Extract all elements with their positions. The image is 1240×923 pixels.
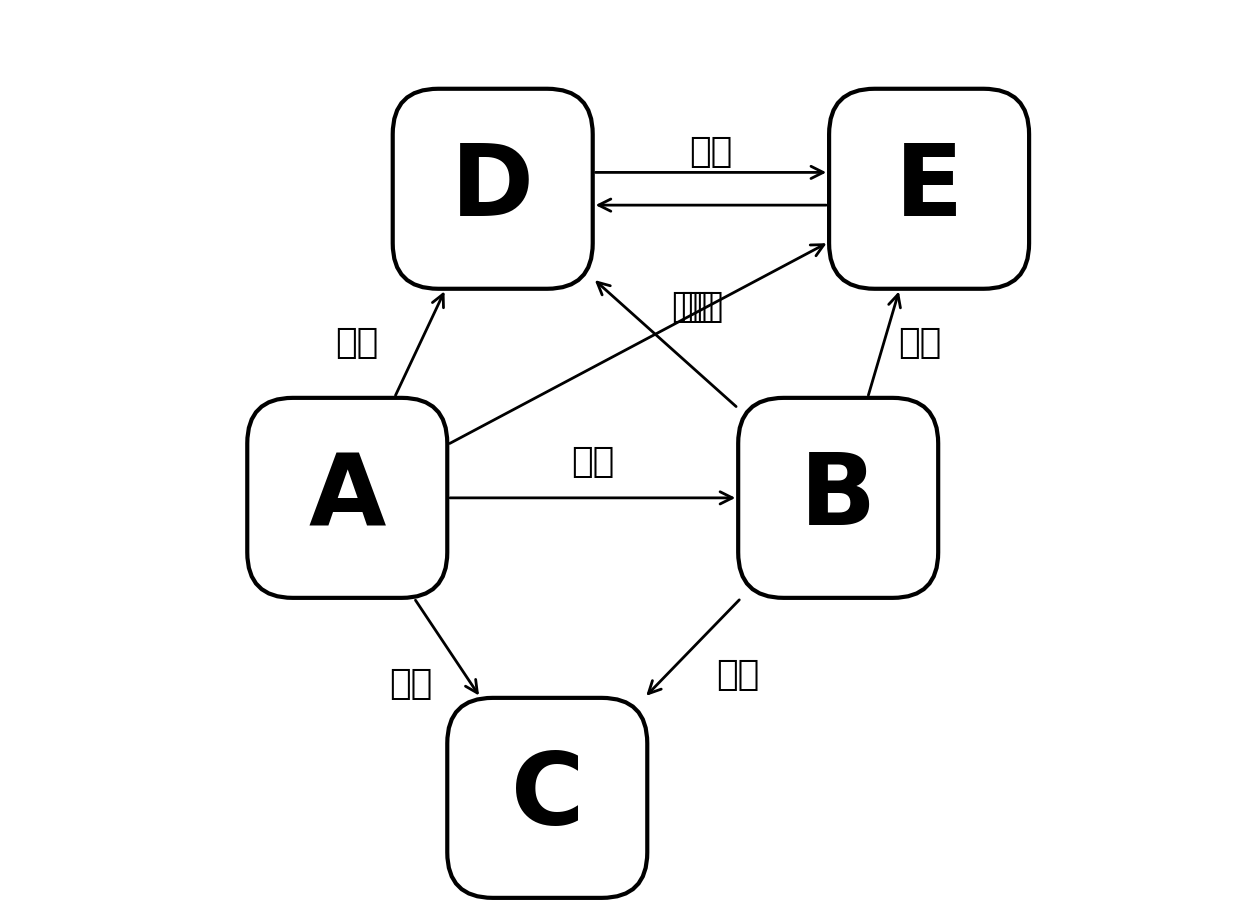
FancyBboxPatch shape xyxy=(738,398,939,598)
Text: 支撑: 支撑 xyxy=(389,667,433,701)
Text: E: E xyxy=(895,140,963,237)
Text: A: A xyxy=(309,450,386,546)
Text: 控温: 控温 xyxy=(689,136,733,170)
FancyBboxPatch shape xyxy=(247,398,448,598)
Text: D: D xyxy=(451,140,534,237)
Text: C: C xyxy=(511,749,584,846)
Text: 供电: 供电 xyxy=(681,290,723,324)
Text: 供电: 供电 xyxy=(899,327,941,360)
FancyBboxPatch shape xyxy=(393,89,593,289)
Text: 支撑: 支撑 xyxy=(335,327,378,360)
Text: 支撑: 支撑 xyxy=(671,290,714,324)
Text: B: B xyxy=(800,450,877,546)
Text: 供电: 供电 xyxy=(717,658,760,692)
FancyBboxPatch shape xyxy=(448,698,647,898)
Text: 支撑: 支撑 xyxy=(572,445,614,478)
FancyBboxPatch shape xyxy=(830,89,1029,289)
